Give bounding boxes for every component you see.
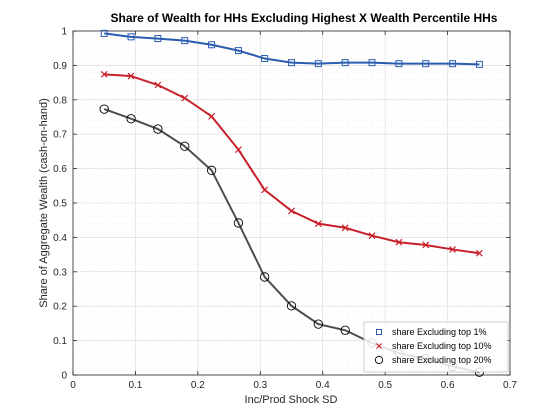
y-tick-label: 0.9 xyxy=(53,61,67,72)
data-point xyxy=(261,55,269,63)
legend-label: share Excluding top 20% xyxy=(392,355,492,365)
y-tick-label: 0.3 xyxy=(53,267,67,278)
x-tick-label: 0 xyxy=(70,380,76,391)
y-tick-label: 1 xyxy=(61,27,67,38)
data-point xyxy=(341,224,349,232)
data-point xyxy=(233,218,244,228)
data-point xyxy=(376,343,382,349)
legend-label: share Excluding top 1% xyxy=(392,327,487,337)
data-point xyxy=(126,114,136,124)
data-point xyxy=(340,325,350,335)
data-point xyxy=(208,41,216,49)
data-point xyxy=(395,238,403,246)
axis-ticks: 0 0.1 0.2 0.3 0.4 0.5 0.6 0.7 0 0.1 0.2 0.3 0.4 0.5 0.… xyxy=(53,27,517,392)
data-point xyxy=(261,186,269,194)
data-point xyxy=(127,72,135,80)
legend-item: share Excluding top 1% xyxy=(376,327,487,337)
data-point xyxy=(100,29,108,37)
data-point xyxy=(288,207,295,215)
data-point xyxy=(368,59,376,67)
data-point xyxy=(314,220,322,228)
y-tick-label: 0.1 xyxy=(53,336,67,347)
data-point xyxy=(235,146,242,154)
data-point xyxy=(475,60,483,68)
data-point xyxy=(422,241,430,249)
data-point xyxy=(154,81,162,89)
data-point xyxy=(99,104,109,114)
y-tick-label: 0.8 xyxy=(53,95,67,106)
data-point xyxy=(288,59,295,67)
y-axis-label: Share of Aggregate Wealth (cash-on-hand) xyxy=(38,98,50,308)
data-point xyxy=(313,319,323,329)
y-tick-label: 0.6 xyxy=(53,164,67,175)
data-point xyxy=(422,60,430,68)
series-1 xyxy=(100,29,483,68)
series-2 xyxy=(100,70,483,257)
data-point xyxy=(475,249,483,257)
data-point xyxy=(286,301,297,311)
data-point xyxy=(341,59,349,67)
y-tick-label: 0.4 xyxy=(53,233,67,244)
data-point xyxy=(181,94,189,102)
legend-item: share Excluding top 20% xyxy=(374,355,492,365)
y-tick-label: 0.2 xyxy=(53,302,67,313)
data-point xyxy=(374,355,384,365)
series-line xyxy=(104,32,480,66)
grid xyxy=(72,30,511,376)
x-tick-label: 0.6 xyxy=(441,380,455,391)
x-tick-label: 0.1 xyxy=(128,380,142,391)
data-point xyxy=(127,33,135,41)
legend: share Excluding top 1% share Excluding to… xyxy=(363,321,509,373)
legend-box xyxy=(363,321,509,373)
chart-title: Share of Wealth for HHs Excluding Highes… xyxy=(111,11,498,25)
data-point xyxy=(376,329,382,335)
x-tick-label: 0.4 xyxy=(316,380,330,391)
legend-item: share Excluding top 10% xyxy=(376,341,492,351)
data-point xyxy=(368,232,376,240)
data-point xyxy=(154,35,162,43)
data-point xyxy=(100,70,108,78)
data-point xyxy=(181,37,189,45)
data-point xyxy=(153,124,163,134)
y-tick-label: 0.5 xyxy=(53,199,67,210)
y-tick-label: 0 xyxy=(61,371,67,382)
data-point xyxy=(449,60,457,68)
data-point xyxy=(260,272,270,282)
data-point xyxy=(208,112,216,120)
x-tick-label: 0.5 xyxy=(378,380,392,391)
y-tick-label: 0.7 xyxy=(53,130,67,141)
data-point xyxy=(314,60,322,68)
x-tick-label: 0.2 xyxy=(191,380,205,391)
data-point xyxy=(449,246,456,253)
data-point xyxy=(206,165,217,175)
x-tick-label: 0.3 xyxy=(253,380,267,391)
data-point xyxy=(395,60,403,68)
x-axis-label: Inc/Prod Shock SD xyxy=(245,394,338,406)
x-tick-label: 0.7 xyxy=(503,380,517,391)
data-point xyxy=(234,47,242,55)
legend-label: share Excluding top 10% xyxy=(392,341,492,351)
data-point xyxy=(180,141,190,151)
